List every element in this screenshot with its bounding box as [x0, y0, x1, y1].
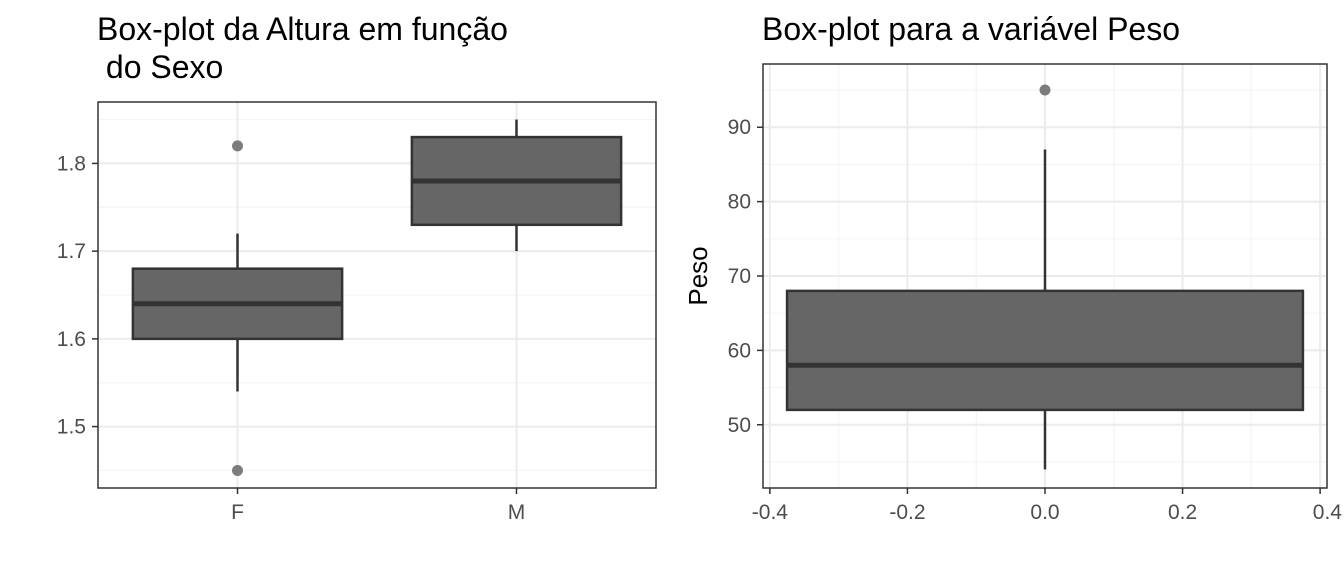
- outlier-point: [1039, 84, 1051, 96]
- x-tick-label: F: [231, 501, 244, 524]
- outlier-point: [232, 140, 243, 152]
- right-chart-panel: 50 60 70 80 90 -0.4 -0.2 0.0 0.2 0.4 Peso: [683, 63, 1343, 524]
- y-tick-label: 1.6: [57, 328, 86, 351]
- x-tick-label: 0.4: [1313, 501, 1343, 524]
- y-axis-title: Peso: [683, 246, 713, 305]
- left-chart-title: Box-plot da Altura em função do Sexo: [97, 11, 508, 85]
- panel-border: [97, 101, 657, 489]
- y-tick-label: 90: [728, 116, 751, 139]
- x-tick-label: -0.4: [752, 501, 789, 524]
- right-chart-title: Box-plot para a variável Peso: [762, 11, 1180, 47]
- y-tick-label: 1.5: [57, 416, 86, 439]
- y-tick-label: 80: [728, 191, 751, 214]
- outlier-point: [232, 464, 243, 476]
- y-tick-label: 50: [728, 414, 751, 437]
- x-tick-label: 0.2: [1168, 501, 1197, 524]
- y-tick-label: 1.7: [57, 240, 86, 263]
- left-chart-panel: 1.5 1.6 1.7 1.8 F M: [57, 101, 657, 524]
- x-tick-label: M: [508, 501, 526, 524]
- x-tick-label: 0.0: [1030, 501, 1059, 524]
- y-tick-label: 70: [728, 265, 751, 288]
- y-tick-label: 60: [728, 339, 751, 362]
- box-peso: [785, 289, 1305, 412]
- y-tick-label: 1.8: [57, 152, 86, 175]
- x-tick-label: -0.2: [889, 501, 925, 524]
